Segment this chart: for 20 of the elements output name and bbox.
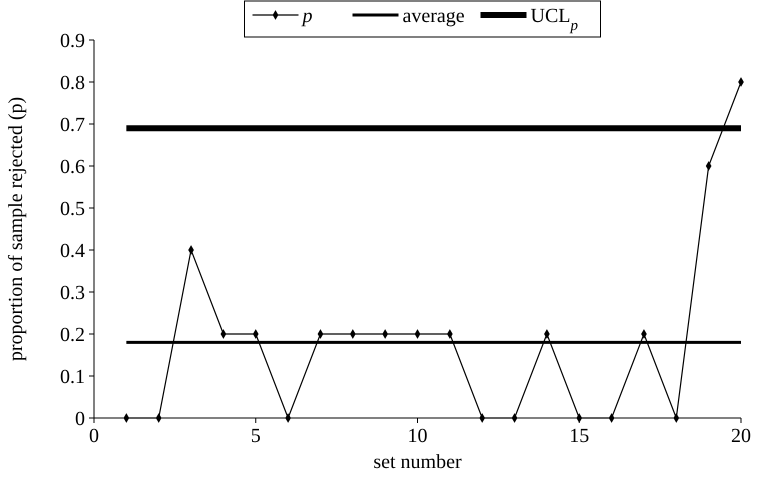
y-tick-label: 0.4: [60, 240, 85, 262]
y-tick-label: 0.8: [60, 72, 85, 94]
x-tick-label: 0: [89, 425, 99, 447]
x-tick-label: 10: [408, 425, 428, 447]
x-axis-title: set number: [373, 451, 462, 473]
y-axis-title: proportion of sample rejected (p): [5, 96, 27, 362]
y-tick-label: 0.1: [60, 366, 85, 388]
y-tick-label: 0.7: [60, 114, 85, 136]
x-tick-label: 15: [569, 425, 590, 447]
x-tick-label: 20: [731, 425, 751, 447]
y-tick-label: 0.2: [60, 324, 85, 346]
y-tick-label: 0.3: [60, 282, 85, 304]
legend-label: p: [300, 5, 312, 27]
legend-label: average: [402, 5, 465, 27]
y-tick-label: 0: [75, 408, 85, 430]
legend-label: UCL$_{p}$: [530, 5, 578, 34]
y-tick-label: 0.6: [60, 156, 85, 178]
x-tick-label: 5: [250, 425, 261, 447]
y-tick-label: 0.5: [60, 198, 85, 220]
y-tick-label: 0.9: [60, 30, 85, 52]
